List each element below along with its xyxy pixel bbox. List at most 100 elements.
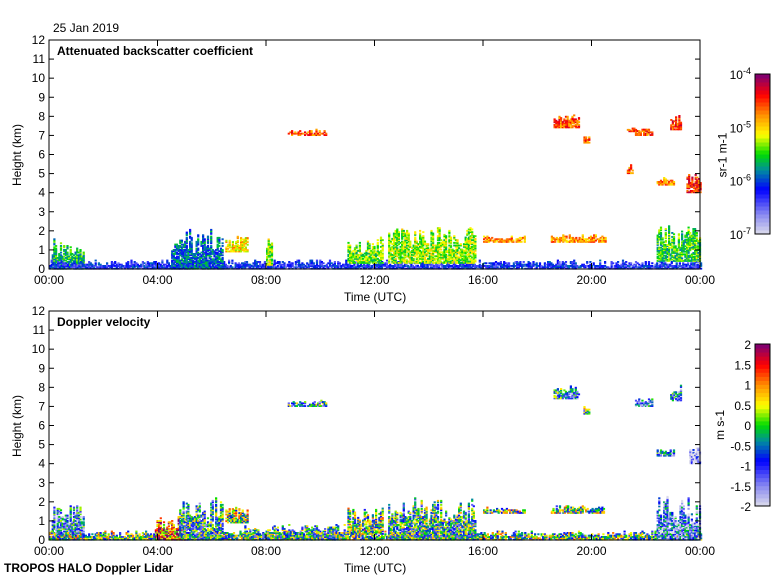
data-cell	[694, 174, 697, 176]
data-cell	[561, 266, 564, 269]
data-cell	[666, 248, 669, 250]
data-cell	[127, 261, 130, 263]
data-cell	[59, 257, 63, 259]
data-cell	[419, 257, 422, 260]
data-cell	[429, 266, 432, 269]
data-cell	[381, 248, 384, 251]
data-cell	[216, 263, 219, 266]
data-cell	[589, 236, 593, 239]
data-cell	[441, 241, 444, 244]
data-cell	[218, 245, 221, 247]
data-cell	[346, 266, 349, 269]
data-cell	[512, 240, 515, 243]
data-cell	[540, 266, 543, 269]
data-cell	[363, 252, 366, 255]
data-cell	[213, 251, 216, 254]
data-cell	[425, 253, 428, 256]
data-cell	[417, 260, 420, 263]
data-cell	[471, 241, 474, 244]
data-cell	[604, 261, 607, 263]
data-cell	[368, 260, 371, 263]
feature-12	[626, 127, 638, 133]
data-cell	[401, 244, 404, 247]
data-cell	[666, 179, 669, 182]
data-cell	[219, 251, 223, 254]
data-cell	[203, 257, 206, 259]
data-cell	[167, 263, 170, 266]
data-cell	[561, 261, 564, 263]
data-cell	[399, 241, 402, 244]
data-cell	[397, 239, 400, 242]
data-cell	[599, 239, 602, 242]
data-cell	[317, 134, 320, 136]
data-cell	[570, 240, 573, 243]
data-cell	[558, 240, 562, 243]
data-cell	[149, 262, 153, 265]
data-cell	[397, 265, 400, 267]
data-cell	[68, 526, 71, 529]
data-cell	[74, 532, 77, 534]
data-cell	[451, 256, 454, 259]
data-cell	[471, 232, 474, 235]
data-cell	[215, 249, 218, 251]
data-cell	[240, 242, 243, 245]
data-cell	[675, 263, 678, 266]
data-cell	[679, 124, 683, 127]
data-cell	[378, 259, 381, 262]
data-cell	[63, 522, 66, 525]
data-cell	[571, 118, 574, 121]
data-cell	[684, 234, 687, 237]
data-cell	[391, 256, 394, 259]
data-cell	[428, 259, 431, 262]
data-cell	[307, 263, 310, 266]
data-cell	[466, 248, 469, 251]
data-cell	[510, 236, 513, 239]
data-cell	[381, 249, 384, 252]
data-cell	[694, 233, 697, 236]
data-cell	[228, 262, 231, 265]
data-cell	[440, 241, 443, 244]
data-cell	[221, 262, 224, 265]
data-cell	[566, 266, 569, 269]
data-cell	[404, 233, 407, 236]
data-cell	[427, 247, 430, 250]
data-cell	[71, 265, 74, 267]
data-cell	[81, 265, 84, 267]
data-cell	[550, 265, 553, 267]
data-cell	[459, 244, 462, 247]
data-cell	[647, 132, 651, 135]
data-cell	[267, 253, 270, 256]
data-cell	[569, 121, 572, 123]
data-cell	[494, 238, 497, 241]
data-cell	[221, 250, 224, 253]
data-cell	[404, 253, 407, 256]
data-cell	[462, 249, 466, 252]
data-cell	[355, 253, 358, 256]
data-cell	[180, 243, 183, 246]
data-cell	[362, 257, 365, 260]
data-cell	[677, 246, 680, 249]
data-cell	[299, 130, 302, 132]
data-cell	[585, 136, 588, 139]
data-cell	[656, 249, 659, 252]
data-cell	[509, 239, 512, 242]
data-cell	[76, 265, 79, 267]
data-cell	[689, 182, 692, 184]
data-cell	[435, 260, 438, 263]
data-cell	[672, 183, 676, 186]
data-cell	[466, 241, 469, 244]
data-cell	[644, 261, 647, 263]
data-cell	[699, 187, 702, 190]
data-cell	[672, 241, 676, 244]
data-cell	[68, 530, 71, 533]
data-cell	[572, 236, 575, 239]
data-cell	[66, 516, 69, 518]
data-cell	[94, 262, 97, 265]
data-cell	[198, 265, 201, 267]
data-cell	[133, 265, 136, 267]
data-cell	[162, 266, 166, 269]
data-cell	[399, 252, 402, 255]
data-cell	[453, 252, 456, 255]
data-cell	[211, 258, 214, 261]
data-cell	[672, 250, 676, 253]
